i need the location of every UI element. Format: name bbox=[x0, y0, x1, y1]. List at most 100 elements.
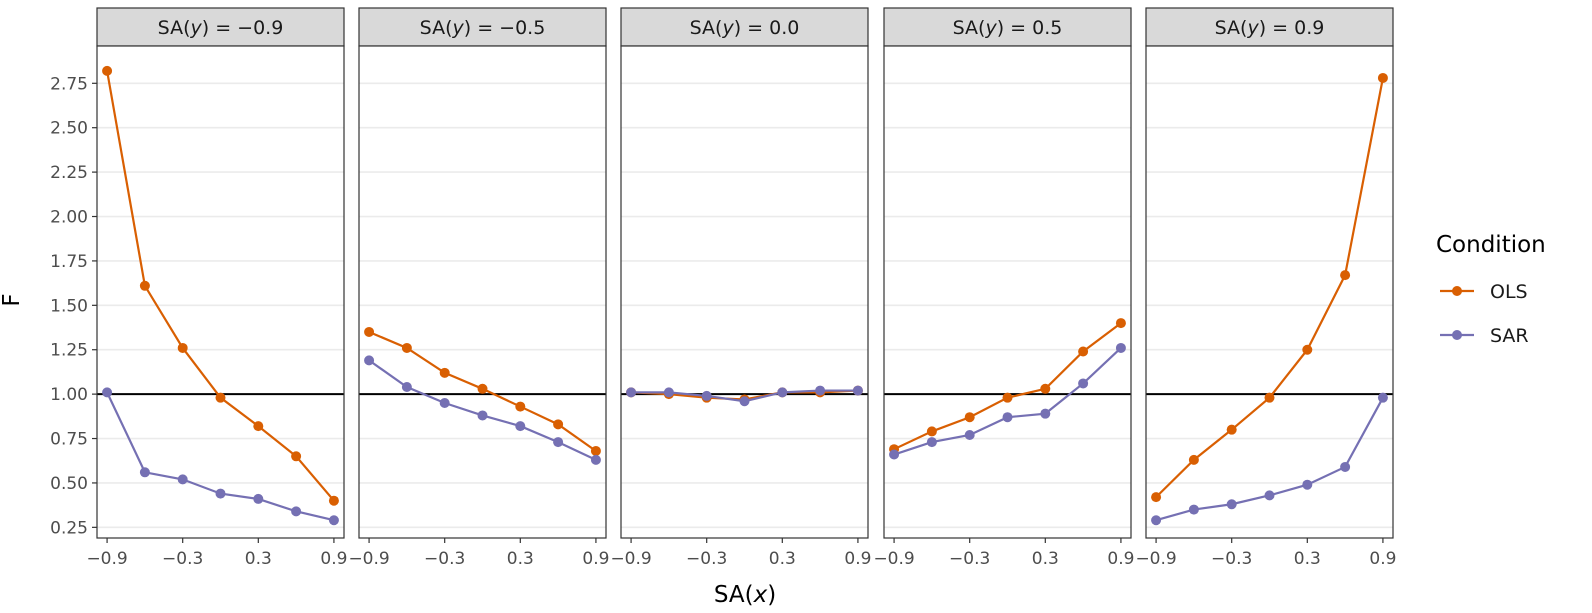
data-point-sar bbox=[852, 385, 863, 396]
data-point-sar bbox=[477, 410, 488, 421]
facet-strip-label: SA(y) = 0.9 bbox=[1215, 17, 1325, 39]
x-tick-label: 0.9 bbox=[582, 549, 609, 569]
panel-background bbox=[621, 46, 868, 538]
x-tick-label: 0.3 bbox=[1032, 549, 1059, 569]
data-point-ols bbox=[1078, 346, 1089, 357]
x-tick-label: −0.9 bbox=[873, 549, 914, 569]
facet-strip bbox=[96, 7, 345, 47]
x-tick-label: −0.3 bbox=[686, 549, 727, 569]
data-point-sar bbox=[291, 506, 302, 517]
facet-panel: SA(y) = −0.5 −0.9 −0.3 0.3 0.9 bbox=[348, 7, 609, 569]
data-point-sar bbox=[964, 429, 975, 440]
x-axis-title: SA(x) bbox=[714, 582, 776, 608]
data-point-ols bbox=[328, 495, 339, 506]
data-point-ols bbox=[401, 342, 412, 353]
x-tick-label: 0.9 bbox=[1107, 549, 1134, 569]
data-point-ols bbox=[1151, 492, 1162, 503]
facet-strip-label: SA(y) = −0.5 bbox=[420, 17, 546, 39]
data-point-ols bbox=[515, 401, 526, 412]
legend-title: Condition bbox=[1436, 232, 1546, 258]
data-point-ols bbox=[590, 445, 601, 456]
data-point-sar bbox=[1002, 412, 1013, 423]
data-point-ols bbox=[553, 419, 564, 430]
y-tick-label: 2.75 bbox=[50, 74, 88, 94]
x-tick-label: −0.3 bbox=[162, 549, 203, 569]
data-point-sar bbox=[1115, 342, 1126, 353]
facet-strip-label: SA(y) = −0.9 bbox=[158, 17, 284, 39]
data-point-sar bbox=[590, 454, 601, 465]
data-point-sar bbox=[777, 387, 788, 398]
facet-strip bbox=[620, 7, 869, 47]
x-tick-label: 0.9 bbox=[1369, 549, 1396, 569]
panel-background bbox=[1146, 46, 1393, 538]
data-point-sar bbox=[328, 515, 339, 526]
data-point-ols bbox=[926, 426, 937, 437]
data-point-ols bbox=[1302, 344, 1313, 355]
data-point-sar bbox=[739, 396, 750, 407]
y-tick-label: 0.75 bbox=[50, 430, 88, 450]
data-point-sar bbox=[1188, 504, 1199, 515]
data-point-ols bbox=[215, 392, 226, 403]
y-axis-title: F bbox=[0, 293, 25, 306]
panel-background bbox=[97, 46, 344, 538]
data-point-ols bbox=[1040, 383, 1051, 394]
data-point-ols bbox=[177, 342, 188, 353]
data-point-sar bbox=[364, 355, 375, 366]
data-point-sar bbox=[1040, 408, 1051, 419]
data-point-ols bbox=[1188, 454, 1199, 465]
data-point-sar bbox=[889, 449, 900, 460]
x-tick-label: −0.3 bbox=[949, 549, 990, 569]
x-tick-label: 0.3 bbox=[1294, 549, 1321, 569]
data-point-ols bbox=[364, 326, 375, 337]
panel-border bbox=[620, 45, 869, 539]
legend-item-sar: SAR bbox=[1440, 325, 1529, 347]
data-point-ols bbox=[964, 412, 975, 423]
data-point-sar bbox=[1340, 461, 1351, 472]
x-tick-label: −0.9 bbox=[86, 549, 127, 569]
legend-label: OLS bbox=[1490, 281, 1528, 303]
data-point-sar bbox=[1078, 378, 1089, 389]
data-point-ols bbox=[291, 451, 302, 462]
x-tick-label: −0.3 bbox=[424, 549, 465, 569]
facets: SA(y) = −0.9 −0.9 −0.3 0.3 0.9 SA(y) = −0.5 −0… bbox=[86, 7, 1396, 569]
data-point-sar bbox=[177, 474, 188, 485]
panel-background bbox=[359, 46, 606, 538]
legend-label: SAR bbox=[1490, 325, 1529, 347]
legend-key-point bbox=[1452, 330, 1462, 340]
facet-panel: SA(y) = −0.9 −0.9 −0.3 0.3 0.9 bbox=[86, 7, 347, 569]
data-point-sar bbox=[1226, 499, 1237, 510]
x-tick-label: 0.9 bbox=[320, 549, 347, 569]
data-point-ols bbox=[102, 65, 113, 76]
data-point-ols bbox=[477, 383, 488, 394]
data-point-sar bbox=[1302, 479, 1313, 490]
data-point-sar bbox=[626, 387, 637, 398]
facet-panel: SA(y) = 0.9 −0.9 −0.3 0.3 0.9 bbox=[1135, 7, 1396, 569]
data-point-sar bbox=[553, 437, 564, 448]
y-tick-label: 2.50 bbox=[50, 119, 88, 139]
x-tick-label: 0.9 bbox=[844, 549, 871, 569]
data-point-ols bbox=[1002, 392, 1013, 403]
facet-strip bbox=[1145, 7, 1394, 47]
data-point-ols bbox=[1264, 392, 1275, 403]
data-point-ols bbox=[1226, 424, 1237, 435]
facet-strip-label: SA(y) = 0.5 bbox=[953, 17, 1063, 39]
x-tick-label: −0.9 bbox=[1135, 549, 1176, 569]
data-point-sar bbox=[1264, 490, 1275, 501]
panel-border bbox=[96, 45, 345, 539]
x-tick-label: 0.3 bbox=[769, 549, 796, 569]
y-tick-label: 2.25 bbox=[50, 163, 88, 183]
legend-item-ols: OLS bbox=[1440, 281, 1528, 303]
facet-strip bbox=[883, 7, 1132, 47]
panel-border bbox=[1145, 45, 1394, 539]
data-point-ols bbox=[139, 280, 150, 291]
data-point-ols bbox=[439, 367, 450, 378]
y-tick-label: 2.00 bbox=[50, 208, 88, 228]
data-point-sar bbox=[663, 387, 674, 398]
data-point-sar bbox=[815, 385, 826, 396]
data-point-ols bbox=[1377, 72, 1388, 83]
data-point-ols bbox=[253, 421, 264, 432]
x-tick-label: 0.3 bbox=[245, 549, 272, 569]
panel-background bbox=[884, 46, 1131, 538]
y-tick-label: 1.75 bbox=[50, 252, 88, 272]
